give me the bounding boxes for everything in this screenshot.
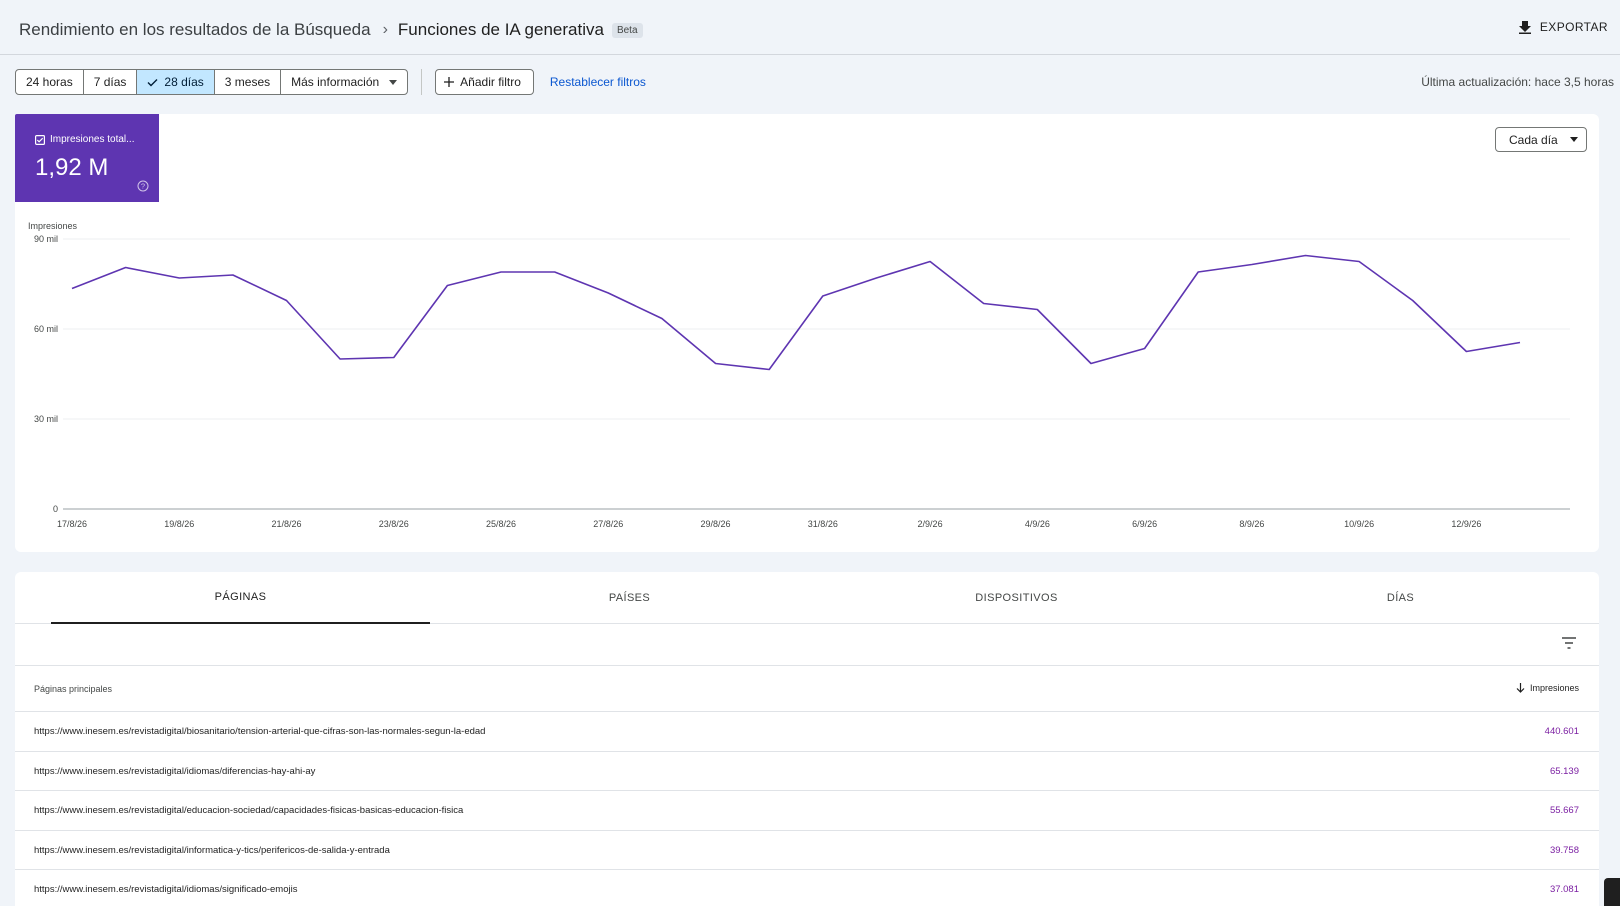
range-3m-button[interactable]: 3 meses [215,70,282,94]
caret-down-icon [389,79,398,85]
page-url: https://www.inesem.es/revistadigital/edu… [34,805,464,816]
breadcrumb-parent-link[interactable]: Rendimiento en los resultados de la Búsq… [19,20,371,39]
x-tick-label: 29/8/26 [701,519,731,529]
x-tick-label: 8/9/26 [1239,519,1264,529]
impressions-value: 39.758 [1549,844,1579,856]
more-info-dropdown[interactable]: Más información [281,70,407,94]
tab-pages[interactable]: PÁGINAS [51,572,430,624]
y-tick-label: 30 mil [34,414,58,424]
plus-icon [444,77,455,87]
x-tick-label: 21/8/26 [272,519,302,529]
granularity-label: Cada día [1509,132,1558,147]
range-28d-button[interactable]: 28 días [137,70,215,94]
granularity-dropdown[interactable]: Cada día [1495,127,1587,152]
table-row[interactable]: https://www.inesem.es/revistadigital/edu… [15,791,1599,831]
more-info-label: Más información [291,75,380,89]
beta-badge: Beta [611,22,643,38]
x-tick-label: 4/9/26 [1025,519,1050,529]
x-tick-label: 2/9/26 [918,519,943,529]
impressions-line-chart: 0 30 mil 60 mil 90 mil 17/8/26 19/8/26 21/8/26… [34,234,1570,529]
y-axis-title: Impresiones [28,221,78,231]
range-label: 24 horas [26,75,73,89]
series-line [71,254,1521,371]
x-tick-label: 6/9/26 [1132,519,1157,529]
table-toolbar [15,624,1599,666]
date-range-selector: 24 horas 7 días 28 días 3 meses Más info… [15,69,409,95]
breadcrumb-separator: › [382,21,388,38]
range-label: 7 días [93,75,127,89]
column-header-label: Impresiones [1529,683,1579,693]
page-header: Rendimiento en los resultados de la Búsq… [0,0,1620,55]
metric-value: 1,92 M [35,154,109,181]
checkbox-checked-icon[interactable] [35,134,45,145]
tab-days[interactable]: DÍAS [1386,592,1415,604]
last-update-text: Última actualización: hace 3,5 horas [1421,75,1614,89]
table-header: Páginas principales Impresiones [15,666,1599,712]
dimension-tabs: PÁGINAS PAÍSES DISPOSITIVOS DÍAS [15,572,1599,624]
range-7d-button[interactable]: 7 días [84,70,138,94]
y-tick-label: 90 mil [34,234,58,244]
x-tick-label: 10/9/26 [1344,519,1374,529]
floating-tool-button[interactable] [1604,878,1620,906]
add-filter-button[interactable]: Añadir filtro [435,69,534,95]
range-label: 3 meses [224,75,271,89]
page-url: https://www.inesem.es/revistadigital/idi… [34,765,316,777]
column-header-pages: Páginas principales [34,684,113,694]
y-tick-label: 60 mil [34,324,58,334]
filter-bar: 24 horas 7 días 28 días 3 meses Más info… [15,69,646,95]
impressions-value: 440.601 [1544,726,1579,737]
add-filter-label: Añadir filtro [460,75,521,89]
x-tick-label: 25/8/26 [486,519,516,529]
x-tick-label: 31/8/26 [808,519,838,529]
tab-devices[interactable]: DISPOSITIVOS [975,592,1058,604]
table-row[interactable]: https://www.inesem.es/revistadigital/bio… [15,712,1599,752]
tab-countries[interactable]: PAÍSES [608,592,651,604]
x-tick-label: 12/9/26 [1451,519,1481,529]
metric-header: Impresiones total... [35,134,134,145]
divider [421,69,423,95]
caret-down-icon [1570,137,1578,142]
check-icon [147,78,158,86]
table-row[interactable]: https://www.inesem.es/revistadigital/inf… [15,831,1599,870]
page-title: Funciones de IA generativa [397,20,604,39]
column-header-impressions[interactable]: Impresiones [1516,683,1579,693]
table-row[interactable]: https://www.inesem.es/revistadigital/idi… [15,752,1599,791]
chart-card: 0 30 mil 60 mil 90 mil 17/8/26 19/8/26 21/8/26… [15,114,1599,552]
impressions-value: 65.139 [1549,765,1579,777]
impressions-value: 37.081 [1549,884,1579,895]
table-row[interactable]: https://www.inesem.es/revistadigital/idi… [15,870,1599,906]
metric-label: Impresiones total... [50,134,135,145]
download-icon [1518,21,1531,34]
svg-text:?: ? [141,182,145,191]
export-button[interactable]: EXPORTAR [1518,20,1608,34]
metric-card-impressions[interactable]: Impresiones total... 1,92 M ? [15,114,159,202]
table-body: https://www.inesem.es/revistadigital/bio… [15,712,1599,906]
range-24h-button[interactable]: 24 horas [16,70,84,94]
reset-filters-link[interactable]: Restablecer filtros [549,75,646,89]
arrow-down-icon [1516,683,1525,693]
y-tick-label: 0 [53,504,58,514]
range-label: 28 días [164,75,204,89]
page-url: https://www.inesem.es/revistadigital/inf… [34,844,390,856]
breadcrumb: Rendimiento en los resultados de la Búsq… [19,20,643,40]
page-url: https://www.inesem.es/revistadigital/idi… [34,884,298,895]
filter-icon[interactable] [1561,637,1577,649]
page-url: https://www.inesem.es/revistadigital/bio… [34,726,486,737]
x-tick-label: 17/8/26 [57,519,87,529]
x-tick-label: 19/8/26 [164,519,194,529]
impressions-value: 55.667 [1549,805,1579,816]
table-card: PÁGINAS PAÍSES DISPOSITIVOS DÍAS Páginas… [15,572,1599,906]
export-label: EXPORTAR [1539,20,1608,34]
help-icon[interactable]: ? [137,180,149,192]
x-tick-label: 27/8/26 [593,519,623,529]
x-tick-label: 23/8/26 [379,519,409,529]
